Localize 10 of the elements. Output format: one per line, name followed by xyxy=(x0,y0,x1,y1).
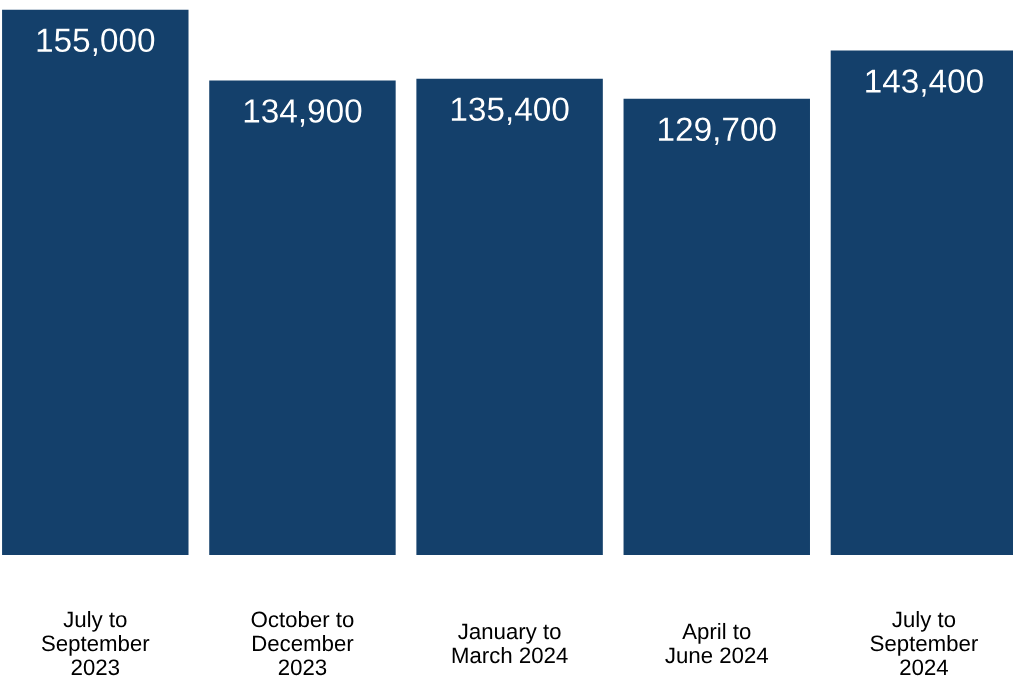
x-tick-label: January to March 2024 xyxy=(452,623,568,664)
data-label: 134,900 xyxy=(244,99,362,127)
data-label: 143,400 xyxy=(866,69,983,97)
data-label: 135,400 xyxy=(451,97,569,125)
x-tick-label: July to September 2024 xyxy=(870,610,978,676)
x-tick-label: July to September 2023 xyxy=(41,610,150,676)
data-label: 129,700 xyxy=(659,117,776,146)
data-label: 155,000 xyxy=(37,28,155,57)
x-tick-label: April to June 2024 xyxy=(665,622,769,664)
x-tick-label: October to December 2023 xyxy=(251,610,354,676)
